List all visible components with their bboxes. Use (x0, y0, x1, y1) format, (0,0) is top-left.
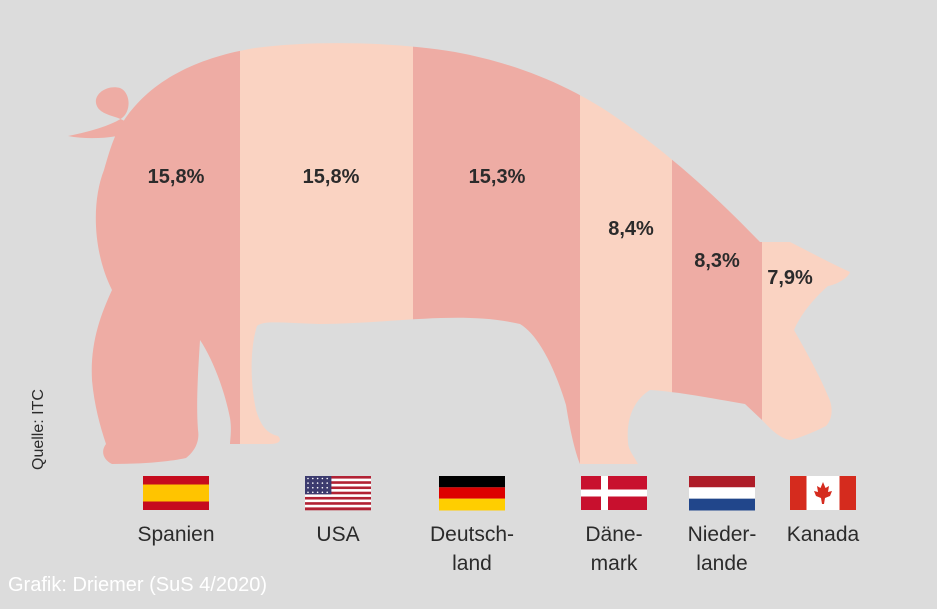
country-label-deutschland: Deutsch- land (429, 523, 515, 575)
flag-denmark-icon (581, 476, 647, 510)
graphic-credit: Grafik: Driemer (SuS 4/2020) (8, 574, 267, 596)
country-label-usa: USA (316, 523, 360, 546)
country-label-dänemark: Däne- mark (585, 523, 643, 575)
country-label-kanada: Kanada (786, 523, 860, 546)
value-label-niederlande: 8,3% (694, 250, 740, 272)
country-label-spanien: Spanien (137, 523, 215, 546)
segment-niederlande (672, 43, 762, 465)
value-label-spanien: 15,8% (148, 166, 205, 188)
source-note: Quelle: ITC (30, 389, 47, 470)
segment-dänemark (580, 43, 672, 465)
segment-usa (240, 43, 413, 465)
segment-spanien (68, 43, 240, 465)
flag-spain-icon (143, 476, 209, 510)
flag-germany-icon (439, 476, 505, 511)
flag-netherlands-icon (689, 476, 755, 511)
value-label-dänemark: 8,4% (608, 218, 654, 240)
segment-deutschland (413, 43, 580, 465)
value-label-kanada: 7,9% (767, 267, 813, 289)
value-label-deutschland: 15,3% (469, 166, 526, 188)
value-label-usa: 15,8% (303, 166, 360, 188)
flag-usa-icon (305, 476, 371, 511)
country-label-niederlande: Nieder- lande (687, 523, 757, 575)
segment-kanada (762, 43, 850, 465)
flag-canada-icon (790, 476, 856, 510)
